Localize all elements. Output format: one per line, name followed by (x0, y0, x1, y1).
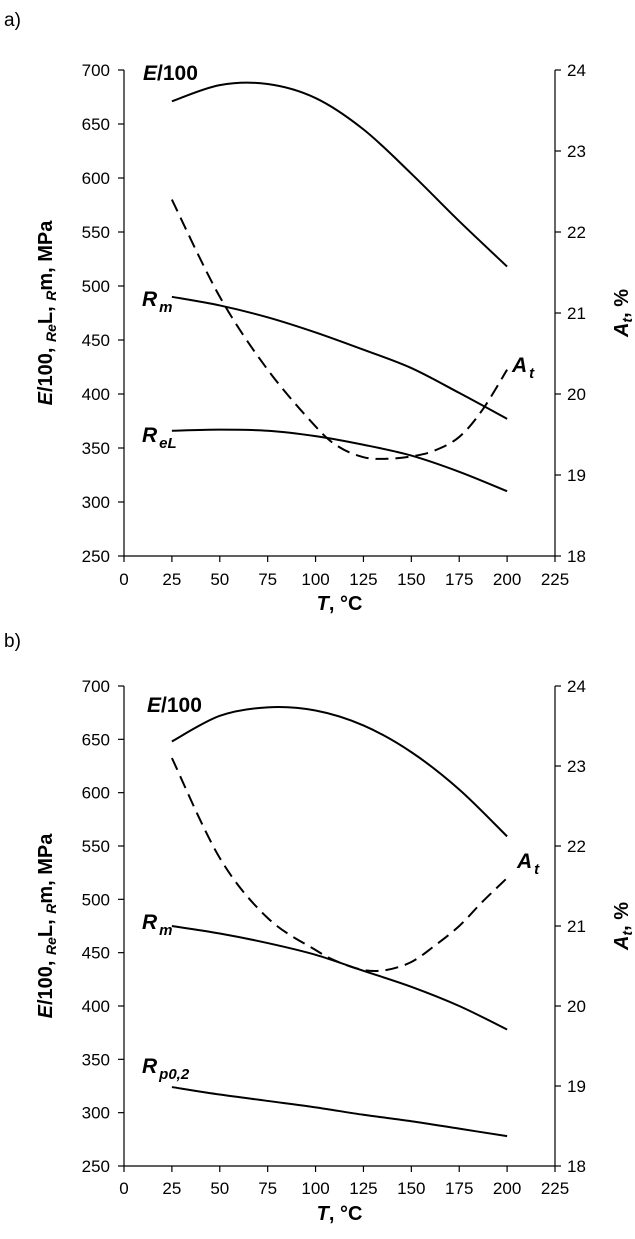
panel-label: a) (4, 10, 21, 31)
y-left-tick-label: 500 (82, 890, 110, 909)
y-left-tick-label: 250 (82, 547, 110, 566)
x-tick-label: 100 (301, 570, 329, 589)
chart-panel-a: a) 0 25 50 75 100 125 150 175 200 225 250 300 350 400 4… (4, 10, 635, 615)
series-line-at (170, 199, 508, 460)
y-left-tick-label: 600 (82, 169, 110, 188)
x-axis-title: T, °C (317, 593, 363, 615)
x-tick-label: 75 (258, 570, 277, 589)
y-left-tick-label: 500 (82, 277, 110, 296)
x-tick-label: 0 (119, 570, 128, 589)
x-tick-label: 100 (301, 1179, 329, 1198)
y-right-tick-label: 21 (567, 304, 586, 323)
y-axis-right-title: At, % (611, 289, 635, 338)
y-right-tick-label: 24 (567, 677, 586, 696)
series-label: E/100 (143, 62, 198, 85)
series-line-rp0-2 (171, 1086, 508, 1138)
series-line-e-100 (171, 706, 508, 838)
y-left-tick-label: 250 (82, 1157, 110, 1176)
x-tick-label: 0 (119, 1179, 128, 1198)
x-tick-label: 175 (445, 570, 473, 589)
x-tick-label: 200 (493, 570, 521, 589)
series-line-rm (171, 925, 508, 1031)
y-left-tick-label: 300 (82, 493, 110, 512)
series-line-rm (171, 295, 508, 420)
y-axis-left-title: E/100, ReL, Rm, MPa (35, 220, 59, 406)
chart-panel-b: b) 0 25 50 75 100 125 150 175 200 225 250 300 350 400 4… (4, 631, 635, 1225)
y-right-tick-label: 18 (567, 547, 586, 566)
x-tick-label: 225 (541, 1179, 569, 1198)
series-line-e-100 (171, 81, 508, 268)
y-left-tick-label: 400 (82, 385, 110, 404)
y-left-tick-label: 350 (82, 439, 110, 458)
x-tick-label: 25 (162, 570, 181, 589)
y-left-tick-label: 350 (82, 1050, 110, 1069)
y-left-tick-label: 700 (82, 677, 110, 696)
y-right-tick-label: 22 (567, 837, 586, 856)
x-tick-label: 25 (162, 1179, 181, 1198)
y-left-tick-label: 700 (82, 61, 110, 80)
series-label: E/100 (147, 694, 202, 717)
y-right-tick-label: 20 (567, 385, 586, 404)
y-left-tick-label: 300 (82, 1104, 110, 1123)
y-right-tick-label: 24 (567, 61, 586, 80)
x-tick-label: 150 (397, 1179, 425, 1198)
y-right-tick-label: 23 (567, 757, 586, 776)
y-left-tick-label: 450 (82, 944, 110, 963)
panel-label: b) (4, 631, 21, 652)
y-axis-left-title: E/100, ReL, Rm, MPa (35, 833, 59, 1019)
y-right-tick-label: 22 (567, 223, 586, 242)
y-right-tick-label: 20 (567, 997, 586, 1016)
y-left-tick-label: 550 (82, 837, 110, 856)
y-left-tick-label: 650 (82, 730, 110, 749)
y-right-tick-label: 19 (567, 1077, 586, 1096)
y-left-tick-label: 600 (82, 784, 110, 803)
x-tick-label: 125 (349, 1179, 377, 1198)
y-right-tick-label: 18 (567, 1157, 586, 1176)
x-tick-label: 225 (541, 570, 569, 589)
series-line-at (170, 757, 508, 972)
y-left-tick-label: 650 (82, 115, 110, 134)
x-axis-title: T, °C (317, 1203, 363, 1225)
x-tick-label: 75 (258, 1179, 277, 1198)
x-tick-label: 200 (493, 1179, 521, 1198)
x-tick-label: 175 (445, 1179, 473, 1198)
y-axis-right-title: At, % (611, 902, 635, 951)
x-tick-label: 50 (210, 1179, 229, 1198)
x-tick-label: 50 (210, 570, 229, 589)
series-line-rel (171, 428, 508, 493)
y-right-tick-label: 19 (567, 466, 586, 485)
y-left-tick-label: 550 (82, 223, 110, 242)
y-left-tick-label: 450 (82, 331, 110, 350)
x-tick-label: 150 (397, 570, 425, 589)
x-tick-label: 125 (349, 570, 377, 589)
y-left-tick-label: 400 (82, 997, 110, 1016)
y-right-tick-label: 21 (567, 917, 586, 936)
y-right-tick-label: 23 (567, 142, 586, 161)
